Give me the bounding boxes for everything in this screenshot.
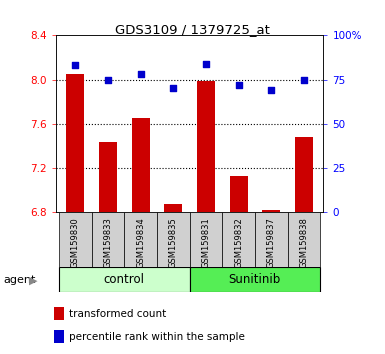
Text: GSM159835: GSM159835 [169,217,178,268]
Bar [132,118,150,212]
Bar [124,212,157,267]
Point [105,77,111,82]
Text: GSM159834: GSM159834 [136,217,145,268]
Text: agent: agent [4,275,36,285]
Bar [157,212,190,267]
Text: Sunitinib: Sunitinib [229,273,281,286]
Point [72,63,79,68]
Bar [59,267,190,292]
Bar [295,137,313,212]
Bar [92,212,124,267]
Point [236,82,242,88]
Point [137,72,144,77]
Text: transformed count: transformed count [69,309,167,319]
Bar [262,210,280,212]
Bar [288,212,320,267]
Text: percentile rank within the sample: percentile rank within the sample [69,332,245,342]
Text: GSM159832: GSM159832 [234,217,243,268]
Text: GDS3109 / 1379725_at: GDS3109 / 1379725_at [115,23,270,36]
Bar [255,212,288,267]
Bar [190,212,222,267]
Point [301,77,307,82]
Bar [59,212,92,267]
Bar [222,212,255,267]
Point [268,87,274,93]
Text: ▶: ▶ [28,275,37,285]
Bar [99,142,117,212]
Text: GSM159837: GSM159837 [267,217,276,268]
Text: GSM159831: GSM159831 [201,217,211,268]
Point [170,86,176,91]
Text: GSM159833: GSM159833 [104,217,112,268]
Text: control: control [104,273,145,286]
Point [203,61,209,67]
Bar [197,81,215,212]
Bar [164,204,182,212]
Bar [190,267,320,292]
Bar [67,74,84,212]
Bar [229,176,248,212]
Text: GSM159830: GSM159830 [71,217,80,268]
Text: GSM159838: GSM159838 [299,217,308,268]
